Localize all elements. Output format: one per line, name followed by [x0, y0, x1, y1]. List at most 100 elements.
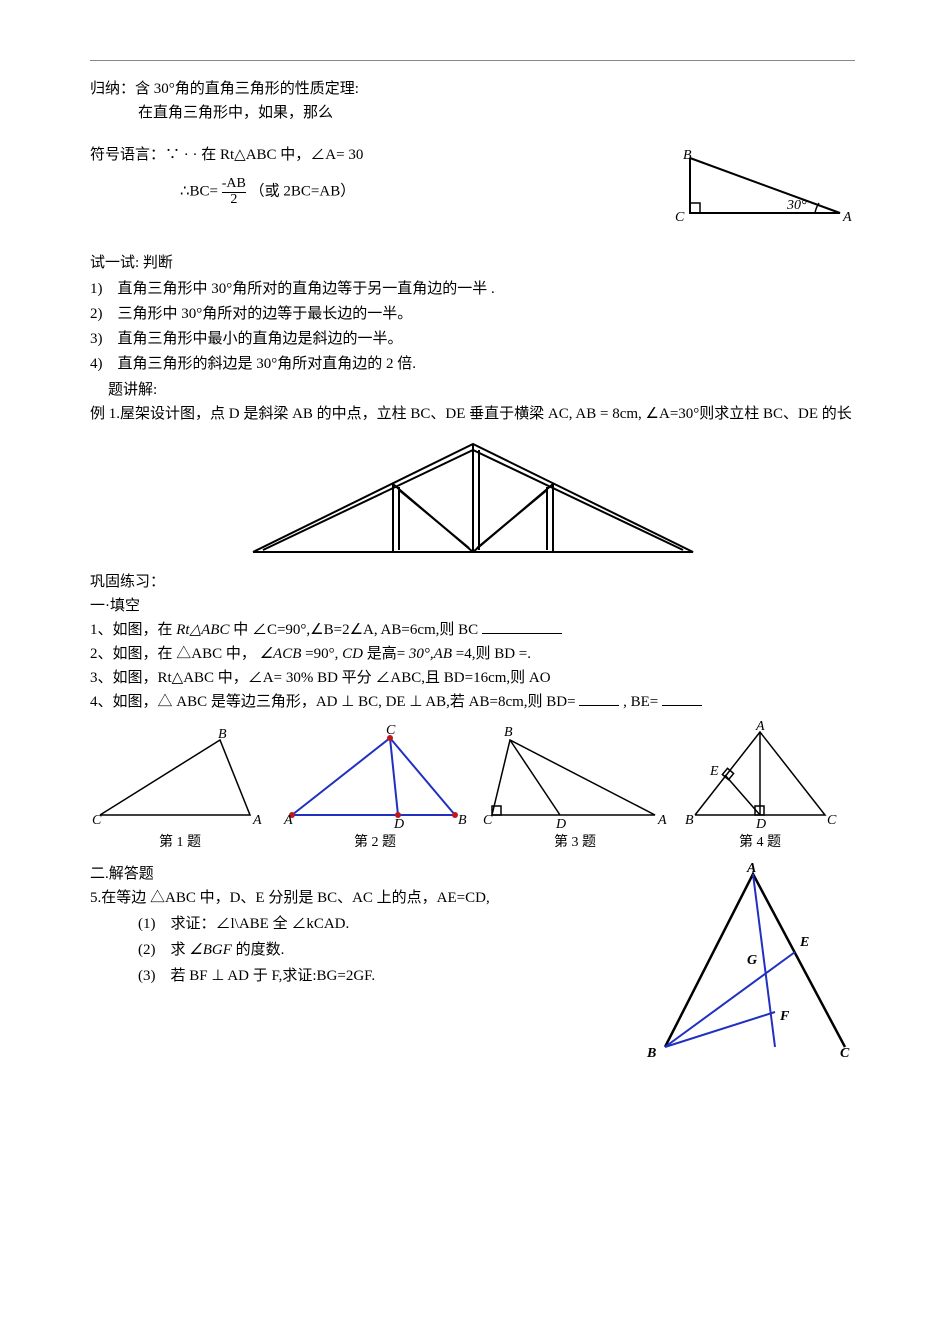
summary-block: 归纳：含 30°角的直角三角形的性质定理: 在直角三角形中，如果，那么: [90, 77, 855, 125]
f1-A: A: [252, 813, 262, 828]
try-example: 例 1.屋架设计图，点 D 是斜梁 AB 的中点，立柱 BC、DE 垂直于横梁 …: [90, 402, 855, 426]
q5-sub2-b: ∠BGF: [189, 942, 232, 958]
q5-sublist: (1) 求证：∠l\ABE 全 ∠kCAD. (2) 求 ∠BGF 的度数. (…: [90, 912, 635, 988]
triangle-30-icon: B C A 30°: [665, 143, 855, 233]
f3-A: A: [657, 813, 667, 828]
try-explain: 题讲解:: [90, 378, 855, 402]
q4: 4、如图，△ ABC 是等边三角形，AD ⊥ BC, DE ⊥ AB,若 AB=…: [90, 690, 855, 714]
fig4-triangle-icon: A B C D E: [680, 720, 840, 830]
lbl-C: C: [675, 210, 685, 225]
q5-sub2-a: (2) 求: [138, 942, 189, 958]
symbol-text: 符号语言：∵ · · 在 Rt△ABC 中，∠A= 30 ∴BC= -AB 2 …: [90, 143, 665, 207]
fig2-panel: A B C D 第 2 题: [280, 720, 470, 854]
lbl-B: B: [683, 148, 692, 163]
q4-blank2: [662, 691, 702, 706]
q5-triangle-icon: A B C E F G: [635, 862, 855, 1062]
solve-figure: A B C E F G: [635, 862, 855, 1062]
try-item-1: 1) 直角三角形中 30°角所对的直角边等于另一直角边的一半 .: [90, 277, 855, 301]
q5-sub1: (1) 求证：∠l\ABE 全 ∠kCAD.: [138, 912, 635, 936]
f2-B: B: [458, 813, 467, 828]
lbl-A: A: [842, 210, 852, 225]
fig1-caption: 第 1 题: [90, 832, 270, 854]
q5-sub2-c: 的度数.: [236, 942, 285, 958]
q2-b: ∠ACB: [260, 646, 302, 662]
frac-den: 2: [222, 192, 246, 208]
fig2-triangle-icon: A B C D: [280, 720, 470, 830]
symbol-conclusion: ∴BC= -AB 2 （或 2BC=AB）: [90, 177, 665, 207]
q2-a: 2、如图，在 △ABC 中，: [90, 646, 256, 662]
q3: 3、如图，Rt△ABC 中，∠A= 30% BD 平分 ∠ABC,且 BD=16…: [90, 666, 855, 690]
q1-c: 中 ∠C=90°,∠B=2∠A, AB=6cm,则 BC: [233, 622, 482, 638]
f4-A: A: [755, 720, 765, 734]
q2-g: =4,则 BD =.: [456, 646, 531, 662]
fig3-panel: B C D A 第 3 题: [480, 720, 670, 854]
symbol-block: 符号语言：∵ · · 在 Rt△ABC 中，∠A= 30 ∴BC= -AB 2 …: [90, 143, 855, 233]
f2-A: A: [283, 813, 293, 828]
q2-f: 30°,AB: [409, 646, 452, 662]
try-item-3: 3) 直角三角形中最小的直角边是斜边的一半。: [90, 327, 855, 351]
lbl-30: 30°: [786, 198, 807, 213]
try-block: 试一试: 判断 1) 直角三角形中 30°角所对的直角边等于另一直角边的一半 .…: [90, 251, 855, 426]
f3-C: C: [483, 813, 493, 828]
fig4-panel: A B C D E 第 4 题: [680, 720, 840, 854]
q1-a: 1、如图，在: [90, 622, 176, 638]
roof-figure: [90, 432, 855, 562]
f4-E: E: [709, 764, 719, 779]
q2: 2、如图，在 △ABC 中， ∠ACB =90°, CD 是高= 30°,AB …: [90, 642, 855, 666]
q2-d: CD: [342, 646, 363, 662]
q5-A: A: [746, 862, 756, 876]
symbol-figure: B C A 30°: [665, 143, 855, 233]
try-list: 1) 直角三角形中 30°角所对的直角边等于另一直角边的一半 . 2) 三角形中…: [90, 277, 855, 376]
f1-B: B: [218, 727, 227, 742]
practice-title: 巩固练习：: [90, 570, 855, 594]
f4-D: D: [755, 817, 766, 830]
q5-E: E: [799, 935, 809, 950]
q5-C: C: [840, 1046, 850, 1061]
fig1-triangle-icon: B C A: [90, 720, 270, 830]
fill-title: 一·填空: [90, 594, 855, 618]
solve-title: 二.解答题: [90, 862, 635, 886]
q2-c: =90°,: [305, 646, 342, 662]
symbol-conclude-pre: ∴BC=: [180, 184, 222, 200]
q5: 5.在等边 △ABC 中，D、E 分别是 BC、AC 上的点，AE=CD,: [90, 886, 635, 910]
summary-line2: 在直角三角形中，如果，那么: [90, 101, 855, 125]
roof-truss-icon: [243, 432, 703, 562]
q4-a: 4、如图，△ ABC 是等边三角形，AD ⊥ BC, DE ⊥ AB,若 AB=…: [90, 694, 579, 710]
symbol-conclude-suf: （或 2BC=AB）: [250, 184, 356, 200]
fig3-triangle-icon: B C D A: [480, 720, 670, 830]
f3-D: D: [555, 817, 566, 830]
f4-C: C: [827, 813, 837, 828]
summary-line1: 归纳：含 30°角的直角三角形的性质定理:: [90, 77, 855, 101]
q5-sub2: (2) 求 ∠BGF 的度数.: [138, 938, 635, 962]
q4-blank1: [579, 691, 619, 706]
f2-C: C: [386, 723, 396, 738]
fig1-panel: B C A 第 1 题: [90, 720, 270, 854]
practice-block: 巩固练习： 一·填空 1、如图，在 Rt△ABC 中 ∠C=90°,∠B=2∠A…: [90, 570, 855, 854]
q5-G: G: [747, 953, 757, 968]
f4-B: B: [685, 813, 694, 828]
fig4-caption: 第 4 题: [680, 832, 840, 854]
solve-text: 二.解答题 5.在等边 △ABC 中，D、E 分别是 BC、AC 上的点，AE=…: [90, 862, 635, 990]
q5-B: B: [646, 1046, 656, 1061]
f3-B: B: [504, 725, 513, 740]
fig3-caption: 第 3 题: [480, 832, 670, 854]
top-rule: [90, 60, 855, 61]
q1: 1、如图，在 Rt△ABC 中 ∠C=90°,∠B=2∠A, AB=6cm,则 …: [90, 618, 855, 642]
q4-b: , BE=: [623, 694, 662, 710]
q1-blank: [482, 619, 562, 634]
q1-b: Rt△ABC: [176, 622, 229, 638]
solve-block: 二.解答题 5.在等边 △ABC 中，D、E 分别是 BC、AC 上的点，AE=…: [90, 862, 855, 1062]
q5-F: F: [779, 1009, 790, 1024]
f1-C: C: [92, 813, 102, 828]
try-title: 试一试: 判断: [90, 251, 855, 275]
q5-sub3: (3) 若 BF ⊥ AD 于 F,求证:BG=2GF.: [138, 964, 635, 988]
symbol-prefix: 符号语言：∵ · · 在 Rt△ABC 中，∠A= 30: [90, 143, 665, 167]
try-item-4: 4) 直角三角形的斜边是 30°角所对直角边的 2 倍.: [90, 352, 855, 376]
try-item-2: 2) 三角形中 30°角所对的边等于最长边的一半。: [90, 302, 855, 326]
figures-row: B C A 第 1 题 A B C D 第 2: [90, 720, 855, 854]
frac-num: -AB: [222, 177, 246, 192]
q2-e: 是高=: [367, 646, 405, 662]
f2-D: D: [393, 817, 404, 830]
fig2-caption: 第 2 题: [280, 832, 470, 854]
symbol-fraction: -AB 2: [222, 177, 246, 207]
